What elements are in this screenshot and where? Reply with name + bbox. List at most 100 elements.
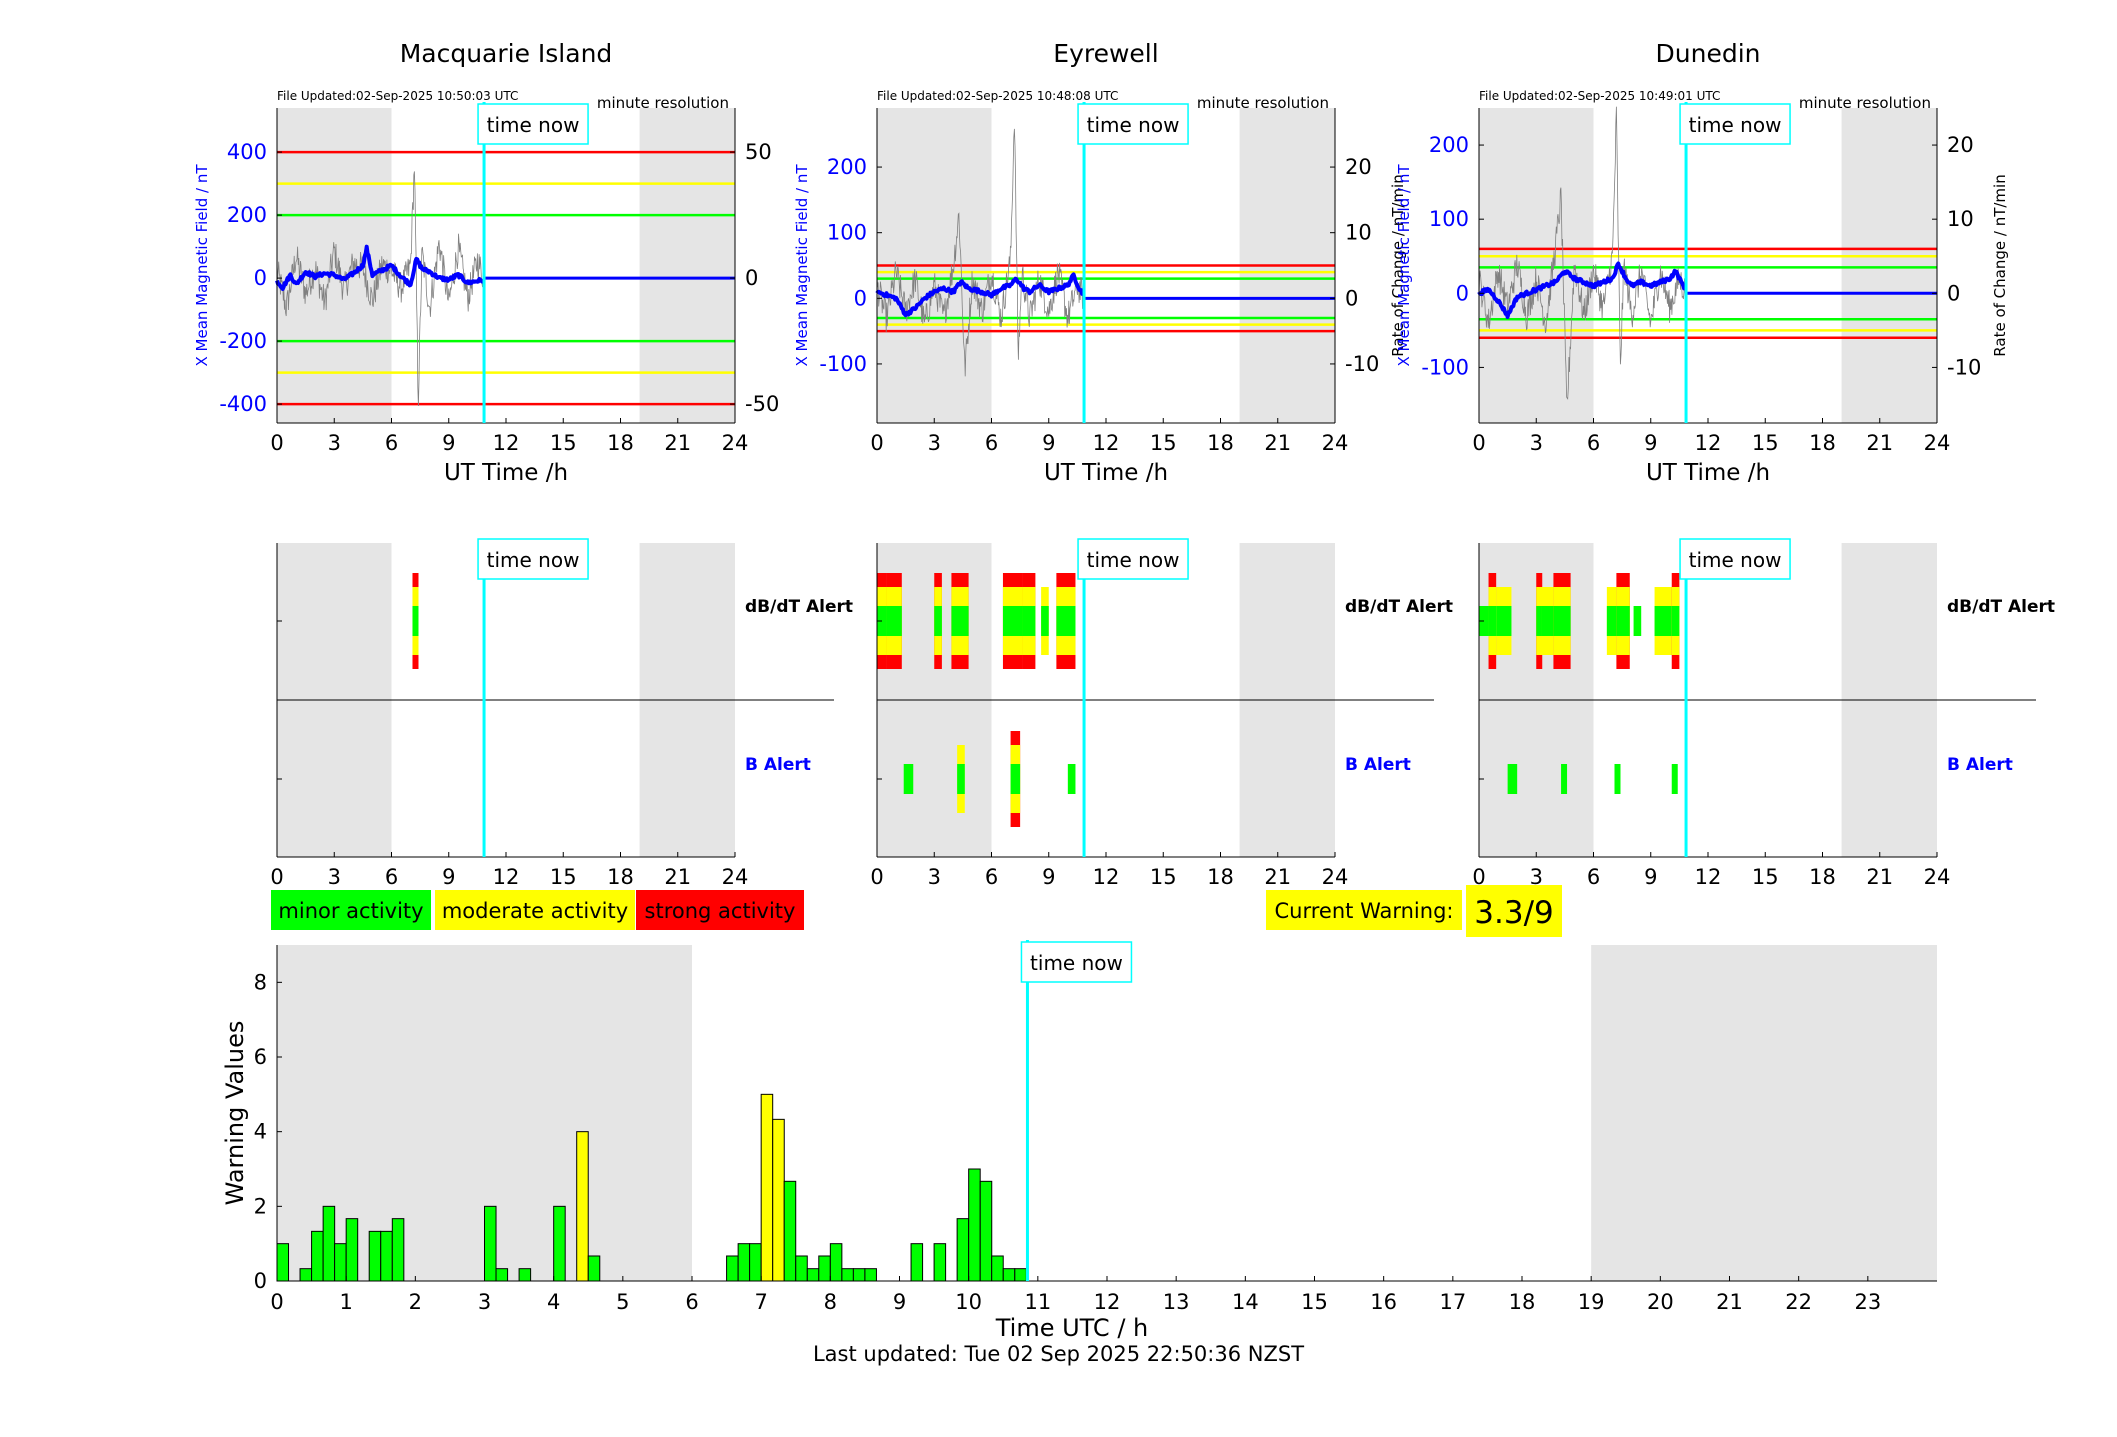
dbdt-alert-minor: [1496, 606, 1512, 636]
x-tick-label: 3: [1530, 865, 1543, 889]
x-tick-label: 22: [1785, 1290, 1812, 1314]
y-right-tick-label: 20: [1345, 155, 1372, 179]
warning-bar: [1014, 1268, 1027, 1282]
y-left-tick-label: 100: [827, 221, 867, 245]
warning-bar: [806, 1268, 820, 1282]
warning-bar: [991, 1255, 1004, 1282]
x-tick-label: 12: [493, 865, 520, 889]
warning-bar: [737, 1243, 751, 1282]
x-tick-label: 24: [1322, 865, 1349, 889]
y-tick-label: 0: [254, 1269, 267, 1293]
warning-bar: [311, 1230, 324, 1282]
x-tick-label: 24: [722, 865, 749, 889]
panel-title: Eyrewell: [1053, 39, 1158, 68]
dbdt-alert-minor: [934, 606, 942, 636]
warning-bar: [795, 1255, 808, 1282]
rate-of-change-trace: [1478, 106, 1687, 400]
x-tick-label: 24: [1924, 431, 1951, 455]
warning-bar: [322, 1205, 336, 1282]
y-left-tick-label: 100: [1429, 207, 1469, 231]
dbdt-alert-minor: [412, 606, 419, 636]
dbdt-alert-minor: [1536, 606, 1543, 636]
x-tick-label: 0: [870, 431, 883, 455]
resolution-label: minute resolution: [1197, 94, 1329, 112]
y-tick-label: 4: [254, 1120, 267, 1144]
rate-of-change-trace: [876, 128, 1085, 377]
y-right-tick-label: 20: [1947, 133, 1974, 157]
y-left-tick-label: -100: [1421, 355, 1469, 379]
dbdt-alert-minor: [1606, 606, 1617, 636]
x-tick-label: 21: [664, 431, 691, 455]
b-alert-minor: [1507, 764, 1518, 794]
magnetometer-panel-3: Dunedin File Updated:02-Sep-2025 10:49:01…: [1395, 39, 2009, 486]
y-right-tick-label: 0: [1345, 286, 1358, 310]
x-axis-label: Time UTC / h: [995, 1314, 1149, 1342]
warning-bar: [726, 1255, 739, 1282]
x-tick-label: 18: [1809, 431, 1836, 455]
x-tick-label: 0: [1472, 865, 1485, 889]
y-left-axis-label: X Mean Magnetic Field / nT: [1395, 164, 1413, 367]
x-tick-label: 0: [270, 431, 283, 455]
x-tick-label: 15: [1752, 865, 1779, 889]
night-shade: [1479, 108, 1594, 423]
legend-moderate-swatch: [435, 890, 635, 930]
y-right-axis-label: Rate of Change / nT/min: [1991, 174, 2009, 356]
y-right-tick-label: -50: [745, 392, 779, 416]
dbdt-alert-minor: [1056, 606, 1076, 636]
file-updated-text: File Updated:02-Sep-2025 10:50:03 UTC: [277, 89, 518, 103]
time-now-label: time now: [1689, 548, 1782, 572]
x-tick-label: 17: [1439, 1290, 1466, 1314]
x-tick-label: 16: [1370, 1290, 1397, 1314]
x-tick-label: 6: [1587, 431, 1600, 455]
b-alert-label: B Alert: [1947, 755, 2013, 775]
dbdt-alert-minor: [1616, 606, 1630, 636]
y-right-tick-label: -10: [1345, 352, 1379, 376]
dbdt-alert-minor: [1541, 606, 1554, 636]
dbdt-alert-minor: [951, 606, 969, 636]
y-left-tick-label: 0: [254, 266, 267, 290]
warning-bar: [334, 1243, 347, 1282]
x-tick-label: 21: [1866, 865, 1893, 889]
x-tick-label: 0: [1472, 431, 1485, 455]
warning-bar: [345, 1218, 359, 1282]
x-tick-label: 24: [722, 431, 749, 455]
dbdt-alert-minor: [1022, 606, 1036, 636]
y-right-tick-label: 10: [1947, 207, 1974, 231]
dbdt-alert-minor: [886, 606, 902, 636]
warning-values-chart: 0 1 2 3 4 5 6 7 8 9 10 11 12 13 14 15 16 17 18 19 20 21 22 2302…: [221, 940, 1937, 1342]
b-alert-label: B Alert: [745, 755, 811, 775]
x-axis-label: UT Time /h: [1646, 460, 1770, 486]
dbdt-alert-minor: [1654, 606, 1672, 636]
warning-bar: [518, 1268, 532, 1282]
magnetometer-panel-1: Macquarie Island File Updated:02-Sep-2025…: [193, 39, 779, 486]
y-left-tick-label: 400: [227, 140, 267, 164]
y-left-tick-label: 0: [1456, 281, 1469, 305]
y-right-tick-label: 50: [745, 140, 772, 164]
y-tick-label: 2: [254, 1194, 267, 1218]
time-now-box: [1077, 103, 1189, 145]
x-tick-label: 15: [1301, 1290, 1328, 1314]
y-left-tick-label: -200: [219, 329, 267, 353]
warning-bar: [484, 1205, 497, 1282]
warning-bar: [910, 1243, 924, 1282]
warning-bar: [553, 1205, 566, 1282]
y-right-tick-label: -10: [1947, 355, 1981, 379]
x-axis-label: UT Time /h: [444, 460, 568, 486]
dbdt-alert-label: dB/dT Alert: [745, 597, 853, 617]
time-now-box: [1077, 538, 1189, 580]
time-now-box: [1020, 941, 1133, 983]
y-left-tick-label: 200: [1429, 133, 1469, 157]
b-alert-minor: [1067, 764, 1076, 794]
current-warning-label: Current Warning:: [1275, 899, 1454, 923]
x-tick-label: 6: [385, 865, 398, 889]
x-tick-label: 21: [1866, 431, 1893, 455]
warning-bar: [979, 1180, 993, 1282]
y-left-axis-label: X Mean Magnetic Field / nT: [793, 164, 811, 367]
x-tick-label: 19: [1578, 1290, 1605, 1314]
y-right-tick-label: 0: [1947, 281, 1960, 305]
alert-panel-3: 0 3 6 9 12 15 18 21 24 dB/dT Alert B Alert time now: [1472, 538, 2055, 889]
x-tick-label: 20: [1647, 1290, 1674, 1314]
x-tick-label: 9: [442, 865, 455, 889]
x-tick-label: 21: [1716, 1290, 1743, 1314]
legend-strong-swatch: [636, 890, 804, 930]
